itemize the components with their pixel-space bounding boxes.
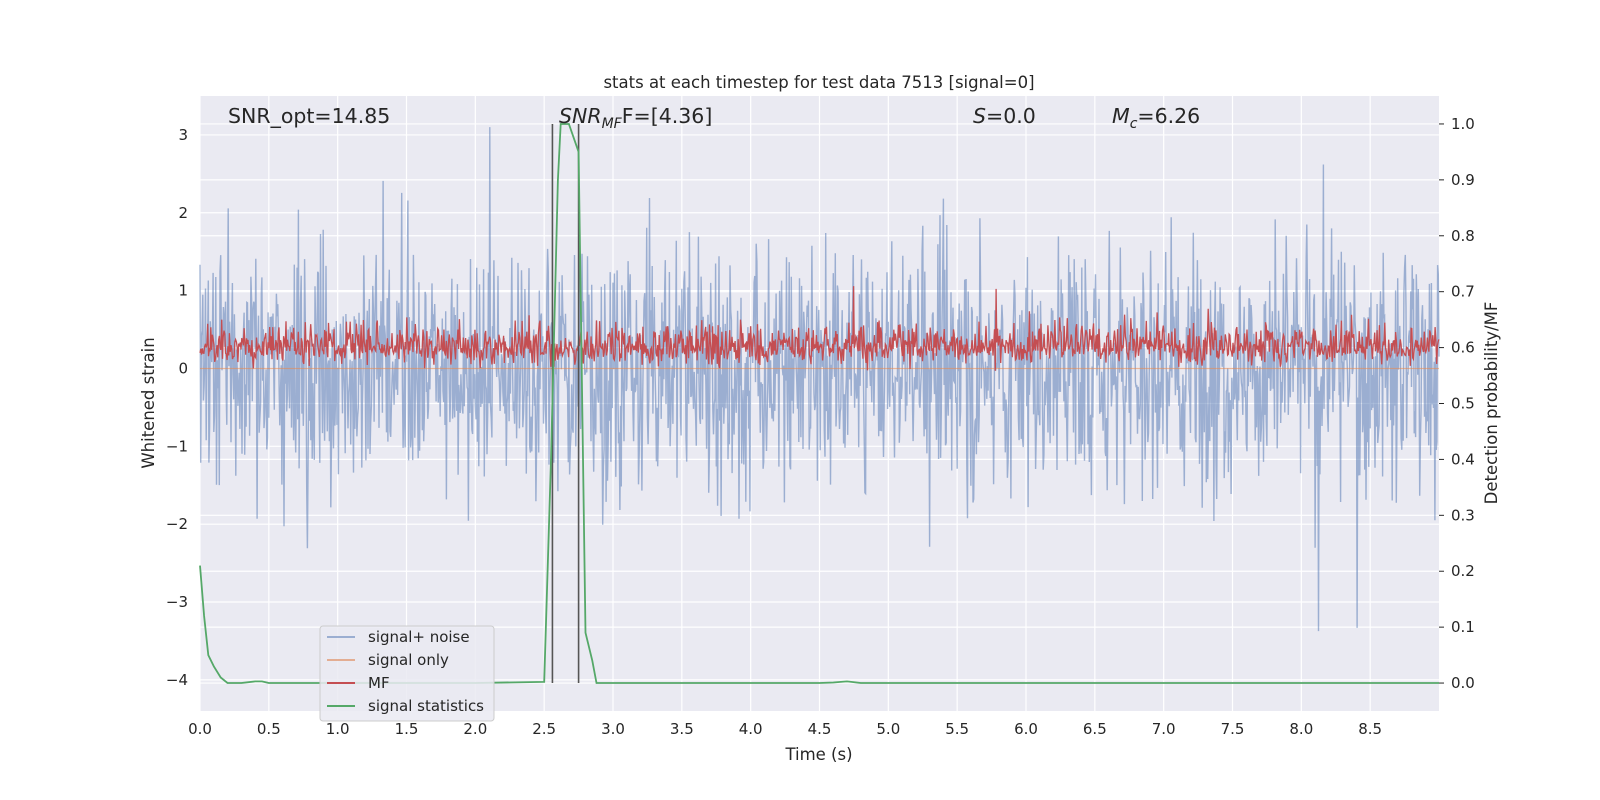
x-axis-label: Time (s) xyxy=(784,745,852,764)
y-right-tick-label: 0.5 xyxy=(1451,395,1475,413)
x-tick-label: 8.5 xyxy=(1358,720,1382,738)
x-tick-label: 4.0 xyxy=(739,720,763,738)
x-tick-label: 0.5 xyxy=(257,720,281,738)
annotation-snr-opt: SNR_opt=14.85 xyxy=(228,104,390,129)
y-left-tick-label: 3 xyxy=(178,126,188,144)
y-left-tick-label: 2 xyxy=(178,204,188,222)
legend-label-signal-only: signal only xyxy=(368,651,449,669)
series-signal-noise xyxy=(199,127,1440,632)
y-left-tick-label: 0 xyxy=(178,359,188,377)
chart-title: stats at each timestep for test data 751… xyxy=(603,73,1034,92)
series-signal-statistics xyxy=(199,123,1439,684)
annotation-mc: Mc=6.26 xyxy=(1112,104,1200,132)
y-left-tick-label: −4 xyxy=(166,671,188,689)
y-left-tick-labels: 3 2 1 0 −1 −2 −3 −4 xyxy=(166,126,188,689)
x-tick-label: 1.5 xyxy=(395,720,419,738)
s-main: S xyxy=(973,104,986,128)
y-right-tick-label: 0.6 xyxy=(1451,339,1475,357)
y-right-tick-label: 0.4 xyxy=(1451,450,1475,468)
y-left-tick-label: −2 xyxy=(166,515,188,533)
x-tick-label: 8.0 xyxy=(1289,720,1313,738)
series-mf xyxy=(199,286,1440,371)
mc-tail: =6.26 xyxy=(1137,104,1200,128)
mc-main: M xyxy=(1112,104,1130,128)
y-right-tick-labels: 1.0 0.9 0.8 0.7 0.6 0.5 0.4 0.3 0.2 0.1 0.0 xyxy=(1439,115,1475,692)
mc-sub: c xyxy=(1130,116,1138,132)
snr-mf-tail: F=[4.36] xyxy=(622,104,713,128)
y-right-tick-label: 0.9 xyxy=(1451,171,1475,189)
snr-mf-main: SNR xyxy=(559,104,602,128)
y-right-tick-label: 0.8 xyxy=(1451,227,1475,245)
y-right-tick-label: 0.2 xyxy=(1451,562,1475,580)
x-tick-label: 3.0 xyxy=(601,720,625,738)
x-tick-label: 2.5 xyxy=(532,720,556,738)
legend-label-signal-statistics: signal statistics xyxy=(368,697,484,715)
snr-mf-sub: MF xyxy=(602,116,623,132)
y-right-tick-label: 0.7 xyxy=(1451,283,1475,301)
y-right-tick-label: 0.0 xyxy=(1451,674,1475,692)
x-tick-label: 6.5 xyxy=(1083,720,1107,738)
y-right-tick-label: 0.3 xyxy=(1451,506,1475,524)
y-right-tick-label: 1.0 xyxy=(1451,115,1475,133)
x-tick-label: 5.0 xyxy=(876,720,900,738)
y-right-axis-label: Detection probability/MF xyxy=(1482,302,1501,505)
legend-box xyxy=(319,625,495,722)
x-tick-label: 2.0 xyxy=(463,720,487,738)
x-tick-label: 6.0 xyxy=(1014,720,1038,738)
legend-label-mf: MF xyxy=(368,674,390,692)
x-tick-label: 1.0 xyxy=(326,720,350,738)
s-tail: =0.0 xyxy=(986,104,1036,128)
x-tick-label: 0.0 xyxy=(188,720,212,738)
y-left-tick-label: −3 xyxy=(166,593,188,611)
y-left-axis-label: Whitened strain xyxy=(139,337,158,468)
annotation-s: S=0.0 xyxy=(973,104,1036,128)
x-tick-labels: 0.0 0.5 1.0 1.5 2.0 2.5 3.0 3.5 4.0 4.5 5.0 5.5 6.0 6… xyxy=(188,720,1382,738)
x-tick-label: 5.5 xyxy=(945,720,969,738)
y-right-tick-label: 0.1 xyxy=(1451,618,1475,636)
y-left-tick-label: 1 xyxy=(178,282,188,300)
y-left-tick-label: −1 xyxy=(166,437,188,455)
x-tick-label: 4.5 xyxy=(808,720,832,738)
legend-label-signal-noise: signal+ noise xyxy=(368,628,470,646)
legend: signal+ noise signal only MF signal stat… xyxy=(319,625,495,722)
x-tick-label: 3.5 xyxy=(670,720,694,738)
plot-area xyxy=(199,123,1440,684)
annotation-snr-mf: SNRMFF=[4.36] xyxy=(559,104,712,132)
x-tick-label: 7.0 xyxy=(1152,720,1176,738)
x-tick-label: 7.5 xyxy=(1221,720,1245,738)
